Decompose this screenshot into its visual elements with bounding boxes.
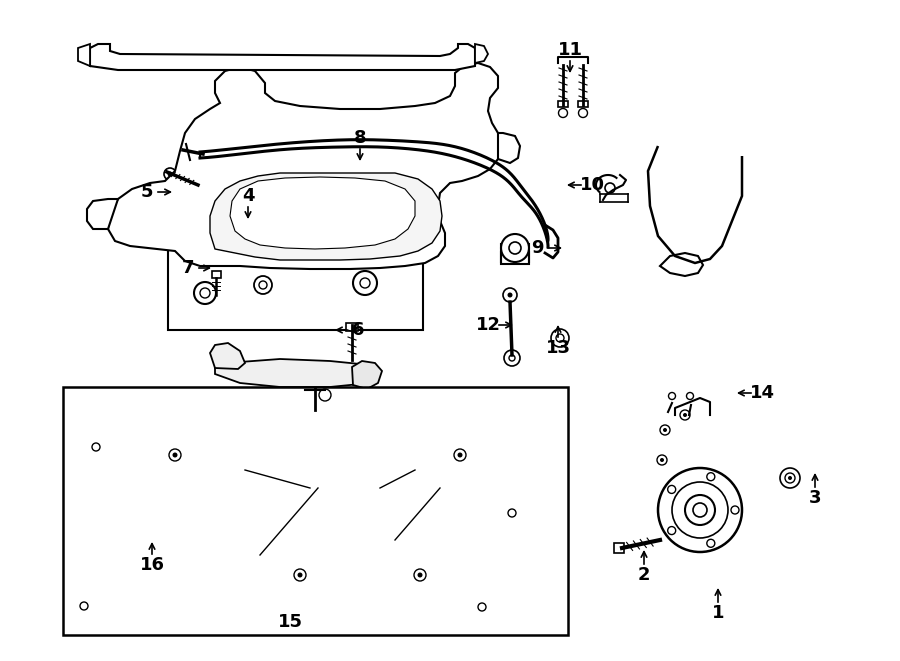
Circle shape (660, 458, 664, 462)
FancyBboxPatch shape (346, 323, 358, 331)
Polygon shape (215, 359, 375, 387)
Text: 9: 9 (531, 239, 544, 257)
Circle shape (457, 453, 463, 457)
Circle shape (687, 393, 694, 399)
Circle shape (551, 329, 569, 347)
Circle shape (508, 293, 512, 297)
Circle shape (254, 276, 272, 294)
Polygon shape (352, 361, 382, 389)
Text: 4: 4 (242, 187, 254, 205)
Circle shape (80, 602, 88, 610)
Circle shape (706, 539, 715, 547)
FancyBboxPatch shape (558, 101, 568, 107)
Text: 15: 15 (277, 613, 302, 631)
Circle shape (660, 425, 670, 435)
Polygon shape (498, 133, 520, 163)
Circle shape (559, 108, 568, 118)
Text: 13: 13 (545, 339, 571, 357)
Circle shape (414, 569, 426, 581)
Text: 16: 16 (140, 556, 165, 574)
Circle shape (731, 506, 739, 514)
Text: 12: 12 (475, 316, 500, 334)
Circle shape (657, 455, 667, 465)
Circle shape (669, 393, 676, 399)
Bar (501, 252, 529, 264)
Circle shape (788, 476, 792, 480)
Text: 11: 11 (557, 41, 582, 59)
Polygon shape (108, 63, 500, 269)
Text: 1: 1 (712, 604, 724, 622)
Text: 3: 3 (809, 489, 821, 507)
Polygon shape (87, 199, 118, 229)
Circle shape (780, 468, 800, 488)
Text: 5: 5 (140, 183, 153, 201)
Circle shape (668, 485, 676, 493)
Circle shape (668, 527, 676, 535)
Circle shape (194, 282, 216, 304)
Circle shape (169, 449, 181, 461)
Circle shape (418, 572, 422, 578)
Text: 6: 6 (352, 321, 365, 339)
Text: 7: 7 (182, 259, 194, 277)
Circle shape (706, 473, 715, 481)
Bar (63, 387, 568, 635)
Circle shape (663, 428, 667, 432)
Polygon shape (78, 44, 90, 66)
Circle shape (658, 468, 742, 552)
Text: 2: 2 (638, 566, 650, 584)
Circle shape (319, 389, 331, 401)
Circle shape (503, 288, 517, 302)
Text: 8: 8 (354, 129, 366, 147)
Circle shape (298, 572, 302, 578)
Polygon shape (475, 44, 488, 63)
FancyBboxPatch shape (578, 101, 588, 107)
Circle shape (693, 503, 707, 517)
Polygon shape (210, 173, 442, 260)
FancyBboxPatch shape (212, 271, 221, 278)
Polygon shape (660, 253, 703, 276)
Circle shape (683, 413, 687, 417)
Circle shape (353, 271, 377, 295)
Circle shape (167, 171, 173, 176)
Circle shape (454, 449, 466, 461)
Circle shape (579, 108, 588, 118)
Circle shape (478, 603, 486, 611)
Polygon shape (210, 343, 245, 369)
Polygon shape (230, 177, 415, 249)
Circle shape (164, 168, 176, 180)
Circle shape (504, 350, 520, 366)
Circle shape (501, 234, 529, 262)
Circle shape (294, 569, 306, 581)
Circle shape (680, 410, 690, 420)
Polygon shape (90, 44, 475, 70)
Circle shape (509, 242, 521, 254)
Text: 10: 10 (580, 176, 605, 194)
Circle shape (173, 453, 177, 457)
Circle shape (685, 495, 715, 525)
FancyBboxPatch shape (614, 543, 624, 553)
Text: 14: 14 (750, 384, 775, 402)
Circle shape (785, 473, 795, 483)
Bar (168, 210, 423, 330)
